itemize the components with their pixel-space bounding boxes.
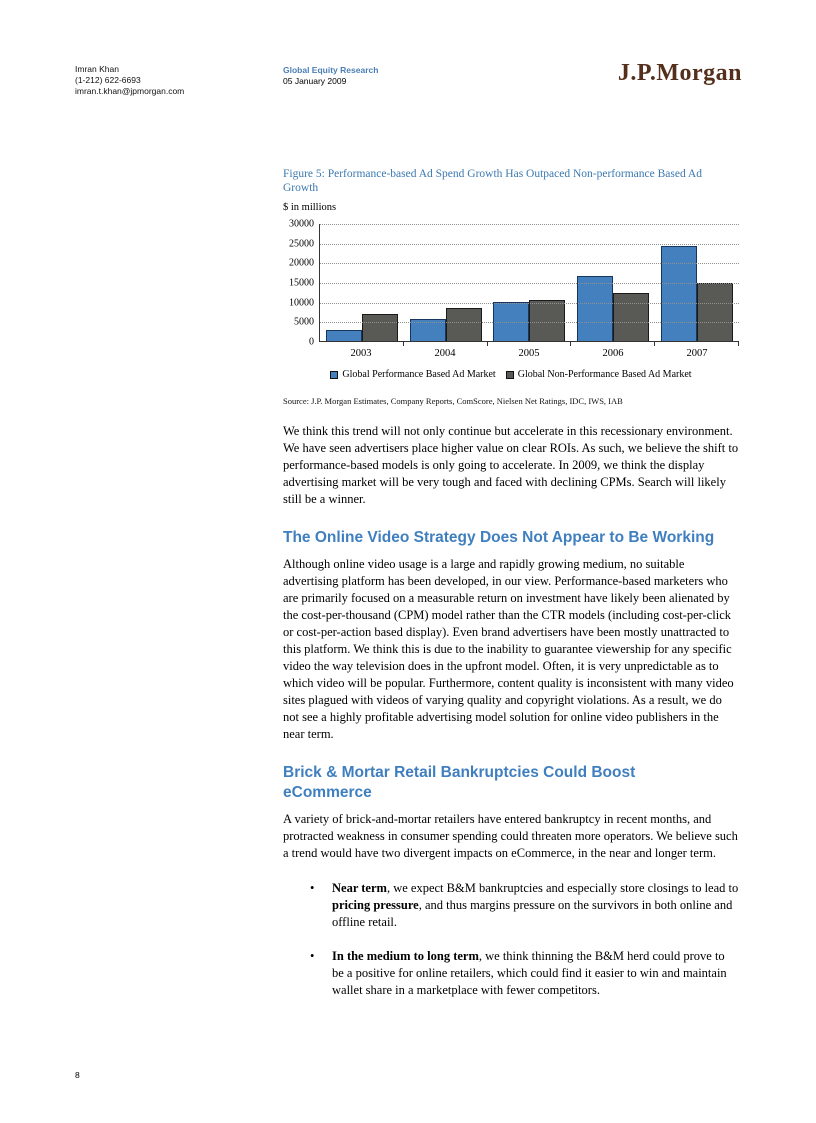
bar-global-non-performance-based-ad-market-2007 (697, 282, 734, 341)
bar-global-non-performance-based-ad-market-2005 (529, 300, 566, 341)
jpmorgan-logo: J.P.Morgan (617, 60, 742, 86)
analyst-name: Imran Khan (75, 64, 119, 74)
y-tick-label: 10000 (289, 297, 314, 309)
x-axis-label-2006: 2006 (602, 348, 624, 359)
bar-group-2007 (655, 224, 739, 341)
figure-source-note: Source: J.P. Morgan Estimates, Company R… (283, 396, 623, 406)
y-tick-label: 0 (309, 336, 314, 348)
bar-global-performance-based-ad-market-2004 (409, 319, 446, 341)
x-axis-label-2004: 2004 (434, 348, 456, 359)
paragraph-online-video: Although online video usage is a large a… (283, 557, 734, 741)
bar-global-performance-based-ad-market-2007 (661, 245, 698, 341)
bullet-item: • Near term, we expect B&M bankruptcies a… (310, 880, 739, 931)
legend-marker-icon (330, 370, 339, 379)
x-axis-label-2003: 2003 (350, 348, 372, 359)
bullet-bold-run: pricing pressure (332, 898, 419, 912)
bullet-run: , we think thinning the B&M herd could p… (332, 949, 727, 997)
chart-legend: Global Performance Based Ad Market Global… (283, 369, 739, 380)
y-tick-label: 20000 (289, 257, 314, 269)
bullet-text: In the medium to long term, we think thi… (332, 948, 739, 999)
x-tick (654, 342, 656, 346)
gridline (320, 224, 739, 225)
bullet-bold-run: In the medium to long term (332, 949, 479, 963)
bullet-item: • In the medium to long term, we think th… (310, 948, 739, 999)
legend-label: Global Performance Based Ad Market (342, 369, 496, 380)
y-tick-label: 25000 (289, 238, 314, 250)
bar-global-non-performance-based-ad-market-2003 (361, 314, 398, 341)
bullet-list: • Near term, we expect B&M bankruptcies a… (310, 880, 739, 999)
legend-item: Global Non-Performance Based Ad Market (505, 369, 692, 380)
gridline (320, 283, 739, 284)
legend-label: Global Non-Performance Based Ad Market (517, 369, 692, 380)
bar-global-performance-based-ad-market-2005 (493, 302, 530, 341)
y-tick-label: 5000 (294, 316, 314, 328)
y-tick-label: 30000 (289, 218, 314, 230)
analyst-email: imran.t.khan@jpmorgan.com (75, 86, 185, 96)
bullet-run: , and thus margins pressure on the survi… (332, 898, 733, 929)
bar-global-performance-based-ad-market-2006 (577, 276, 614, 341)
legend-item: Global Performance Based Ad Market (330, 369, 496, 380)
figure-caption: Figure 5: Performance-based Ad Spend Gro… (283, 168, 702, 194)
paragraph-retail-bankruptcies: A variety of brick-and-mortar retailers … (283, 812, 738, 860)
chart-x-axis-labels: 2003 2004 2005 2006 2007 (319, 348, 739, 359)
research-header: Global Equity Research 05 January 2009 (283, 65, 378, 87)
main-content: Figure 5: Performance-based Ad Spend Gro… (283, 168, 739, 1016)
x-tick (738, 342, 739, 346)
heading-online-video: The Online Video Strategy Does Not Appea… (283, 529, 715, 546)
x-axis-label-2005: 2005 (518, 348, 540, 359)
gridline (320, 243, 739, 245)
division-title: Global Equity Research (283, 65, 379, 75)
bullet-marker-icon: • (310, 949, 315, 963)
heading-retail-bankruptcies: Brick & Mortar Retail Bankruptcies Could… (283, 764, 636, 801)
bullet-text: Near term, we expect B&M bankruptcies an… (332, 880, 739, 931)
gridline (320, 263, 739, 265)
bar-group-2003 (320, 224, 404, 341)
gridline (320, 302, 739, 304)
x-axis-label-2007: 2007 (686, 348, 708, 359)
bar-group-2006 (571, 224, 655, 341)
analyst-phone: (1-212) 622-6693 (75, 75, 141, 85)
gridline (320, 322, 739, 324)
page-number: 8 (75, 1070, 80, 1080)
figure-units-label: $ in millions (283, 202, 337, 213)
legend-marker-icon (505, 370, 514, 379)
chart-y-axis: 0 5000 10000 15000 20000 25000 30000 (283, 219, 319, 348)
bullet-bold-run: Near term (332, 881, 387, 895)
bar-global-performance-based-ad-market-2003 (325, 330, 362, 341)
bullet-marker-icon: • (310, 881, 315, 895)
x-tick (570, 342, 572, 346)
x-tick (402, 342, 404, 346)
chart-plot-area (319, 224, 739, 346)
x-tick (486, 342, 488, 346)
report-date: 05 January 2009 (283, 76, 347, 86)
bar-group-2004 (404, 224, 488, 341)
paragraph-trend: We think this trend will not only contin… (283, 424, 739, 506)
bar-global-non-performance-based-ad-market-2006 (613, 293, 650, 341)
bar-group-2005 (488, 224, 572, 341)
analyst-contact-block: Imran Khan (1-212) 622-6693 imran.t.khan… (75, 64, 184, 97)
bar-global-non-performance-based-ad-market-2004 (445, 307, 482, 341)
bullet-run: , we expect B&M bankruptcies and especia… (386, 881, 739, 895)
ad-spend-bar-chart: 0 5000 10000 15000 20000 25000 30000 2003 2004 2… (283, 219, 739, 380)
y-tick-label: 15000 (289, 277, 314, 289)
